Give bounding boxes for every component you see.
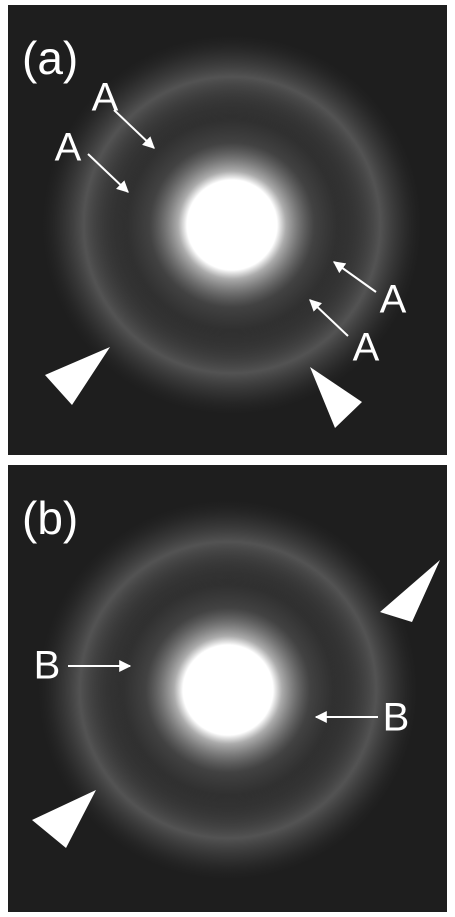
annotation-label: A [353,326,380,370]
panel-label: (a) [22,32,78,84]
annotation-label: A [55,126,82,170]
central-beam [82,75,382,375]
figure: (a)AAAA(b)BB [0,0,455,917]
annotation-label: A [92,76,119,120]
annotation-label: B [34,644,61,688]
annotation-label: B [383,696,410,740]
annotation-label: A [380,278,407,322]
page: (a)AAAA(b)BB (() => { const data = JSON.… [0,0,455,917]
central-beam [78,540,378,840]
panel-label: (b) [22,492,78,544]
